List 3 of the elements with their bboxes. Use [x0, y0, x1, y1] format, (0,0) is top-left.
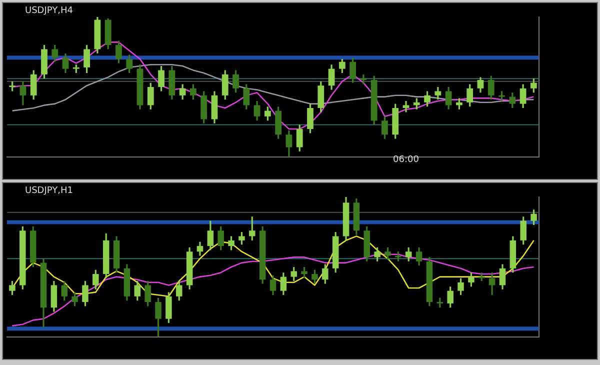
- chart-title: USDJPY,H4: [25, 6, 73, 16]
- annotation: 06:00: [393, 155, 419, 165]
- chart-title: USDJPY,H1: [25, 186, 73, 196]
